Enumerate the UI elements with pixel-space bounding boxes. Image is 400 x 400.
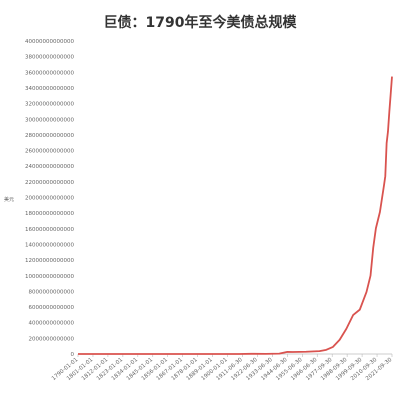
y-tick-label: 38000000000000 — [25, 55, 74, 61]
y-tick-label: 16000000000000 — [25, 227, 74, 233]
y-tick-label: 12000000000000 — [25, 258, 74, 264]
y-tick-label: 6000000000000 — [29, 305, 75, 311]
y-tick-label: 32000000000000 — [25, 102, 74, 108]
y-tick-label: 8000000000000 — [29, 289, 75, 295]
y-tick-label: 26000000000000 — [25, 149, 74, 155]
y-tick-label: 20000000000000 — [25, 196, 74, 202]
y-tick-label: 14000000000000 — [25, 242, 74, 248]
y-tick-label: 28000000000000 — [25, 133, 74, 139]
chart-title: 巨债：1790年至今美债总规模 — [103, 15, 297, 31]
y-tick-label: 40000000000000 — [25, 39, 74, 45]
series-line — [78, 76, 393, 355]
y-tick-label: 24000000000000 — [25, 164, 74, 170]
y-tick-label: 36000000000000 — [25, 70, 74, 76]
y-tick-label: 34000000000000 — [25, 86, 74, 92]
y-tick-label: 22000000000000 — [25, 180, 74, 186]
y-tick-label: 30000000000000 — [25, 117, 74, 123]
y-axis-unit-label: 美元 — [4, 197, 15, 203]
y-tick-label: 4000000000000 — [29, 321, 75, 327]
y-tick-label: 10000000000000 — [25, 274, 74, 280]
y-tick-label: 18000000000000 — [25, 211, 74, 217]
y-tick-label: 2000000000000 — [29, 336, 75, 342]
y-tick-label: 0 — [71, 352, 75, 358]
